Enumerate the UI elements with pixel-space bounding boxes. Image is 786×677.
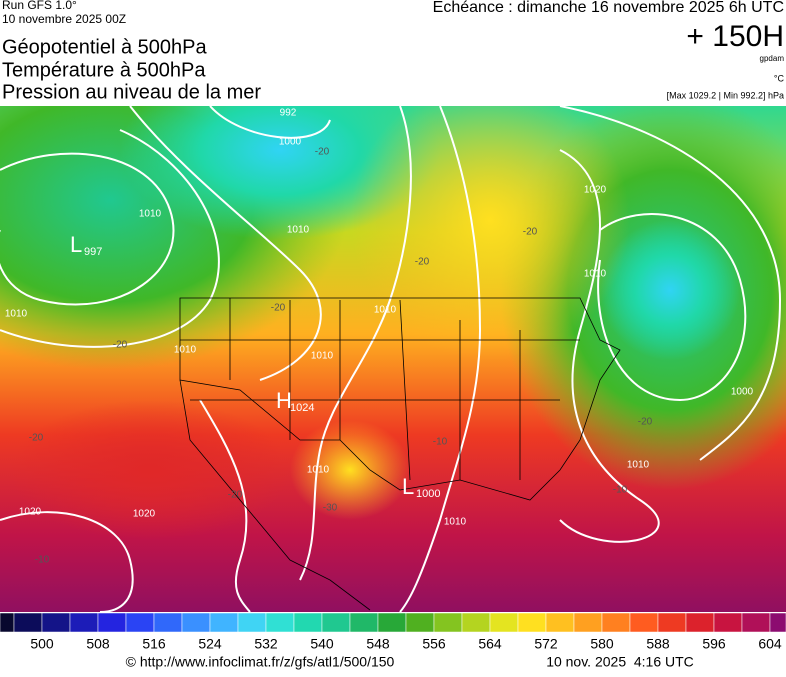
isobar-label: 1000 [731, 387, 754, 398]
timestamp: 10 nov. 2025 4:16 UTC [546, 654, 694, 670]
colorbar-label: 588 [646, 636, 670, 652]
colorbar-swatch [377, 612, 407, 633]
colorbar-swatch [153, 612, 183, 633]
colorbar-swatch [265, 612, 295, 633]
isotherm-label: -10 [613, 485, 628, 496]
pressure-center-letter: H [276, 388, 292, 413]
isobar-label: 1020 [584, 185, 607, 196]
pressure-center-letter: L [70, 232, 82, 257]
isobar-label: 1010 [139, 209, 162, 220]
colorbar-swatch [685, 612, 715, 633]
isobar-label: 1010 [311, 351, 334, 362]
isobar-label: 1010 [444, 517, 467, 528]
run-label: Run GFS 1.0° [2, 0, 77, 12]
colorbar-swatch [321, 612, 351, 633]
colorbar-swatch [433, 612, 463, 633]
isobar-label: 1010 [287, 225, 310, 236]
colorbar-swatch [405, 612, 435, 633]
isobar-label: 1010 [5, 309, 28, 320]
lead-time: + 150H [686, 20, 784, 53]
isobar-label: 1020 [19, 507, 42, 518]
colorbar-swatch [349, 612, 379, 633]
isobar-label: 1010 [174, 345, 197, 356]
pressure-range: [Max 1029.2 | Min 992.2] hPa [667, 90, 784, 100]
isobar-label: 1000 [279, 137, 302, 148]
colorbar-swatch [545, 612, 575, 633]
colorbar-swatch [601, 612, 631, 633]
isobar-label: 1010 [307, 465, 330, 476]
isotherm-label: -20 [29, 433, 44, 444]
run-date: 10 novembre 2025 00Z [2, 12, 126, 26]
colorbar-swatch [181, 612, 211, 633]
isotherm-label: -20 [415, 257, 430, 268]
map [0, 106, 786, 612]
colorbar-swatch [517, 612, 547, 633]
isobar-label: 1010 [374, 305, 397, 316]
isobar-label: 1020 [133, 509, 156, 520]
isobar-label: 1010 [627, 460, 650, 471]
colorbar-swatch [13, 612, 43, 633]
colorbar-label: 564 [478, 636, 502, 652]
forecast-time: Echéance : dimanche 16 novembre 2025 6h … [433, 0, 784, 16]
pressure-center-value: 997 [84, 246, 102, 258]
isotherm-label: -20 [315, 147, 330, 158]
colorbar-swatch [657, 612, 687, 633]
colorbar-swatch [629, 612, 659, 633]
isobar-label: 1010 [584, 269, 607, 280]
colorbar-swatch [461, 612, 491, 633]
pressure-center-value: 1024 [290, 402, 314, 414]
colorbar-swatch [293, 612, 323, 633]
colorbar-swatch [125, 612, 155, 633]
colorbar-label: 500 [30, 636, 54, 652]
colorbar-label: 604 [758, 636, 782, 652]
title-line: Pression au niveau de la mer [2, 81, 261, 103]
title-line: Température à 500hPa [2, 59, 206, 81]
isobar-lines [0, 106, 782, 612]
colorbar-label: 516 [142, 636, 166, 652]
colorbar-swatch [97, 612, 127, 633]
colorbar-swatch [769, 612, 786, 633]
colorbar-swatch [237, 612, 267, 633]
colorbar-label: 548 [366, 636, 390, 652]
colorbar-swatch [713, 612, 743, 633]
title-line: Géopotentiel à 500hPa [2, 36, 207, 58]
source-url: © http://www.infoclimat.fr/z/gfs/atl1/50… [126, 654, 395, 670]
isotherm-label: -10 [433, 437, 448, 448]
colorbar-label: 524 [198, 636, 222, 652]
colorbar-label: 540 [310, 636, 334, 652]
pressure-center-letter: L [402, 474, 414, 499]
isotherm-label: -20 [638, 417, 653, 428]
colorbar-swatch [209, 612, 239, 633]
isotherm-label: -20 [228, 490, 243, 501]
isotherm-label: -30 [323, 503, 338, 514]
isotherm-label: -20 [523, 227, 538, 238]
colorbar-label: 508 [86, 636, 110, 652]
colorbar-label: 580 [590, 636, 614, 652]
colorbar-label: 532 [254, 636, 278, 652]
boundaries [179, 297, 621, 611]
unit-geo: gpdam [760, 54, 785, 63]
colorbar-swatch [741, 612, 771, 633]
isotherm-label: -10 [35, 555, 50, 566]
colorbar-label: 572 [534, 636, 558, 652]
isotherm-label: -20 [113, 340, 128, 351]
pressure-center-value: 1000 [416, 488, 440, 500]
colorbar-label: 556 [422, 636, 446, 652]
colorbar-swatch [489, 612, 519, 633]
isotherm-label: -20 [271, 303, 286, 314]
unit-temp: °C [774, 73, 785, 83]
colorbar-swatch [69, 612, 99, 633]
colorbar-swatch [41, 612, 71, 633]
isobar-label: 992 [280, 108, 297, 119]
colorbar-swatch [0, 612, 15, 633]
colorbar-label: 596 [702, 636, 726, 652]
colorbar-swatch [573, 612, 603, 633]
